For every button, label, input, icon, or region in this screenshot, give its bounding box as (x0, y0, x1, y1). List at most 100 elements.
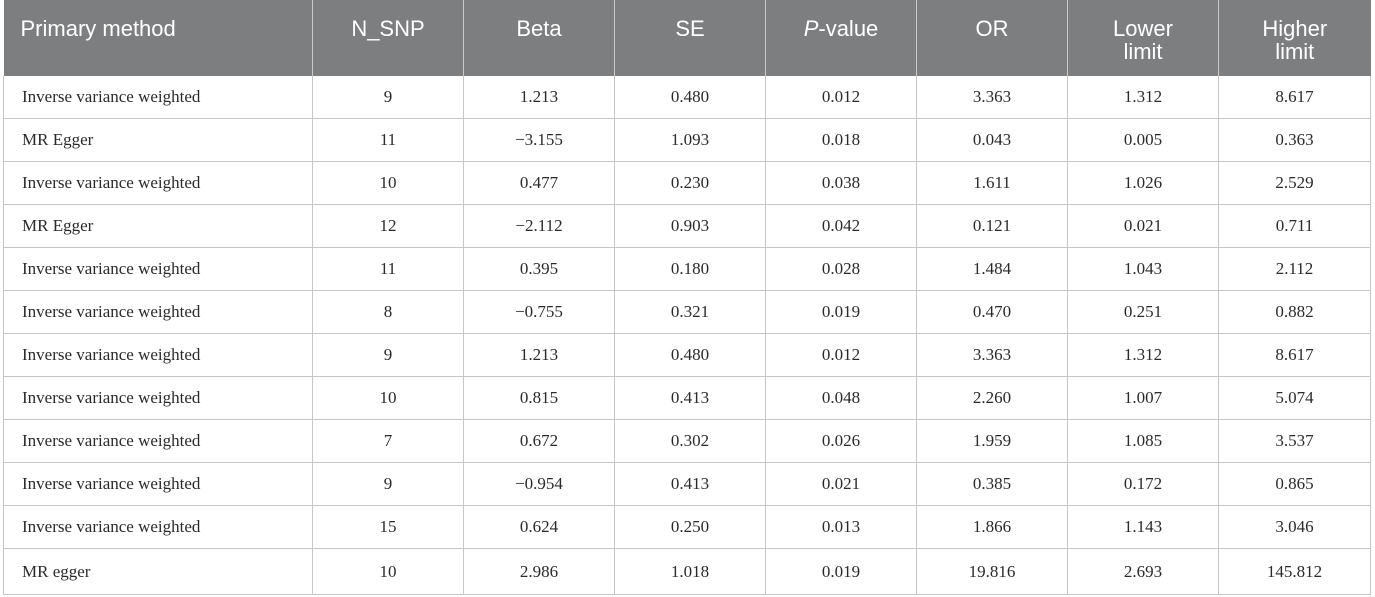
cell-beta: −3.155 (463, 118, 615, 162)
cell-higher-limit: 0.865 (1218, 462, 1371, 506)
col-header-higher-limit: Higher limit (1218, 0, 1371, 76)
table-row: Inverse variance weighted 15 0.624 0.250 0.0… (3, 505, 1371, 549)
table-row: MR Egger 12 −2.112 0.903 0.042 0.121 0.021 0.71… (3, 204, 1371, 248)
cell-higher-limit: 2.529 (1218, 161, 1371, 205)
cell-method: MR Egger (3, 118, 313, 162)
cell-n-snp: 7 (312, 419, 464, 463)
cell-beta: 1.213 (463, 76, 615, 119)
cell-higher-limit: 8.617 (1218, 333, 1371, 377)
cell-se: 1.093 (614, 118, 766, 162)
table-row: Inverse variance weighted 10 0.815 0.413 0.0… (3, 376, 1371, 420)
cell-p-value: 0.018 (765, 118, 917, 162)
cell-lower-limit: 2.693 (1067, 548, 1219, 595)
cell-n-snp: 8 (312, 290, 464, 334)
cell-method: Inverse variance weighted (3, 161, 313, 205)
cell-beta: −2.112 (463, 204, 615, 248)
cell-method: Inverse variance weighted (3, 290, 313, 334)
results-table-container: Primary method N_SNP Beta SE P-value OR … (3, 0, 1371, 595)
cell-n-snp: 11 (312, 118, 464, 162)
cell-beta: 0.624 (463, 505, 615, 549)
cell-p-value: 0.019 (765, 548, 917, 595)
cell-beta: 0.477 (463, 161, 615, 205)
cell-method: Inverse variance weighted (3, 76, 313, 119)
cell-n-snp: 15 (312, 505, 464, 549)
table-row: Inverse variance weighted 11 0.395 0.180 0.0… (3, 247, 1371, 291)
cell-p-value: 0.021 (765, 462, 917, 506)
cell-se: 0.230 (614, 161, 766, 205)
cell-method: Inverse variance weighted (3, 376, 313, 420)
col-header-beta: Beta (463, 0, 615, 76)
cell-higher-limit: 3.537 (1218, 419, 1371, 463)
header-row: Primary method N_SNP Beta SE P-value OR … (3, 0, 1371, 76)
cell-n-snp: 10 (312, 161, 464, 205)
cell-higher-limit: 8.617 (1218, 76, 1371, 119)
cell-se: 0.480 (614, 76, 766, 119)
cell-or: 2.260 (916, 376, 1068, 420)
cell-se: 0.250 (614, 505, 766, 549)
cell-higher-limit: 0.711 (1218, 204, 1371, 248)
cell-or: 19.816 (916, 548, 1068, 595)
cell-p-value: 0.028 (765, 247, 917, 291)
cell-lower-limit: 1.312 (1067, 333, 1219, 377)
cell-method: Inverse variance weighted (3, 247, 313, 291)
cell-beta: −0.954 (463, 462, 615, 506)
table-row: Inverse variance weighted 8 −0.755 0.321 0.0… (3, 290, 1371, 334)
cell-p-value: 0.013 (765, 505, 917, 549)
cell-lower-limit: 0.005 (1067, 118, 1219, 162)
cell-beta: 0.395 (463, 247, 615, 291)
col-header-lower-limit: Lower limit (1067, 0, 1219, 76)
cell-lower-limit: 1.143 (1067, 505, 1219, 549)
cell-higher-limit: 2.112 (1218, 247, 1371, 291)
cell-se: 0.321 (614, 290, 766, 334)
cell-lower-limit: 0.172 (1067, 462, 1219, 506)
cell-or: 1.484 (916, 247, 1068, 291)
cell-se: 0.413 (614, 376, 766, 420)
cell-or: 0.385 (916, 462, 1068, 506)
cell-se: 0.180 (614, 247, 766, 291)
cell-p-value: 0.038 (765, 161, 917, 205)
cell-se: 0.480 (614, 333, 766, 377)
cell-p-value: 0.012 (765, 333, 917, 377)
cell-se: 0.903 (614, 204, 766, 248)
cell-method: Inverse variance weighted (3, 462, 313, 506)
p-italic: P (803, 16, 819, 41)
cell-p-value: 0.019 (765, 290, 917, 334)
cell-or: 3.363 (916, 333, 1068, 377)
table-row: Inverse variance weighted 9 1.213 0.480 0.01… (3, 76, 1371, 119)
cell-higher-limit: 0.363 (1218, 118, 1371, 162)
cell-se: 0.302 (614, 419, 766, 463)
cell-beta: 0.672 (463, 419, 615, 463)
col-header-n-snp: N_SNP (312, 0, 464, 76)
table-row: Inverse variance weighted 10 0.477 0.230 0.0… (3, 161, 1371, 205)
cell-lower-limit: 1.085 (1067, 419, 1219, 463)
cell-higher-limit: 0.882 (1218, 290, 1371, 334)
cell-beta: 2.986 (463, 548, 615, 595)
table-row: Inverse variance weighted 9 1.213 0.480 0.01… (3, 333, 1371, 377)
cell-lower-limit: 1.043 (1067, 247, 1219, 291)
cell-or: 1.959 (916, 419, 1068, 463)
cell-method: MR egger (3, 548, 313, 595)
col-header-p-value: P-value (765, 0, 917, 76)
cell-or: 1.611 (916, 161, 1068, 205)
cell-lower-limit: 1.026 (1067, 161, 1219, 205)
p-suffix: -value (818, 16, 879, 41)
cell-beta: 0.815 (463, 376, 615, 420)
col-header-se: SE (614, 0, 766, 76)
cell-p-value: 0.026 (765, 419, 917, 463)
cell-lower-limit: 0.021 (1067, 204, 1219, 248)
table-row: MR Egger 11 −3.155 1.093 0.018 0.043 0.005 0.36… (3, 118, 1371, 162)
cell-n-snp: 10 (312, 548, 464, 595)
cell-p-value: 0.042 (765, 204, 917, 248)
cell-beta: −0.755 (463, 290, 615, 334)
cell-or: 0.470 (916, 290, 1068, 334)
cell-lower-limit: 1.312 (1067, 76, 1219, 119)
table-row: Inverse variance weighted 7 0.672 0.302 0.02… (3, 419, 1371, 463)
cell-or: 3.363 (916, 76, 1068, 119)
cell-lower-limit: 1.007 (1067, 376, 1219, 420)
cell-n-snp: 9 (312, 462, 464, 506)
cell-n-snp: 12 (312, 204, 464, 248)
cell-n-snp: 9 (312, 76, 464, 119)
cell-or: 0.121 (916, 204, 1068, 248)
cell-higher-limit: 145.812 (1218, 548, 1371, 595)
cell-n-snp: 10 (312, 376, 464, 420)
